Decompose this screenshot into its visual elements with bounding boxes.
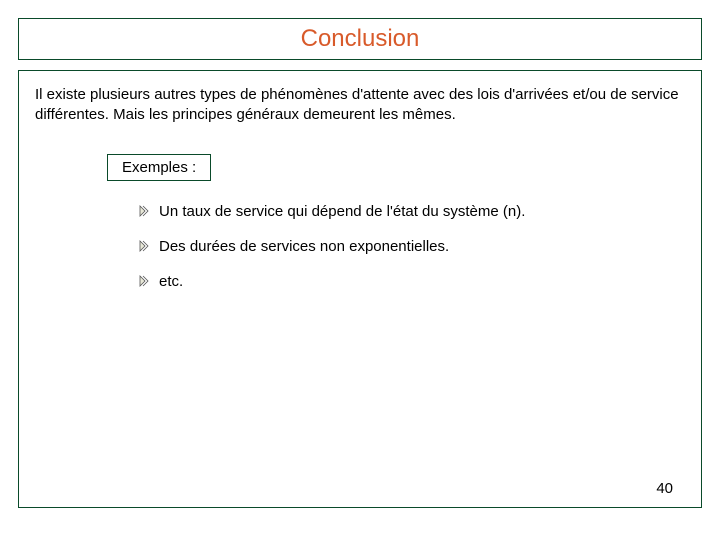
bullet-text: Un taux de service qui dépend de l'état … <box>159 203 525 220</box>
arrow-bullet-icon <box>139 240 149 252</box>
page-title: Conclusion <box>301 25 420 52</box>
bullet-text: etc. <box>159 273 183 290</box>
intro-text: Il existe plusieurs autres types de phén… <box>35 85 685 124</box>
page-number: 40 <box>656 480 673 497</box>
arrow-bullet-icon <box>139 275 149 287</box>
arrow-bullet-icon <box>139 205 149 217</box>
examples-label: Exemples : <box>122 159 196 176</box>
list-item: Un taux de service qui dépend de l'état … <box>139 203 685 220</box>
list-item: etc. <box>139 273 685 290</box>
content-box: Il existe plusieurs autres types de phén… <box>18 70 702 508</box>
bullet-list: Un taux de service qui dépend de l'état … <box>139 203 685 290</box>
list-item: Des durées de services non exponentielle… <box>139 238 685 255</box>
examples-label-box: Exemples : <box>107 154 211 181</box>
bullet-text: Des durées de services non exponentielle… <box>159 238 449 255</box>
title-box: Conclusion <box>18 18 702 60</box>
